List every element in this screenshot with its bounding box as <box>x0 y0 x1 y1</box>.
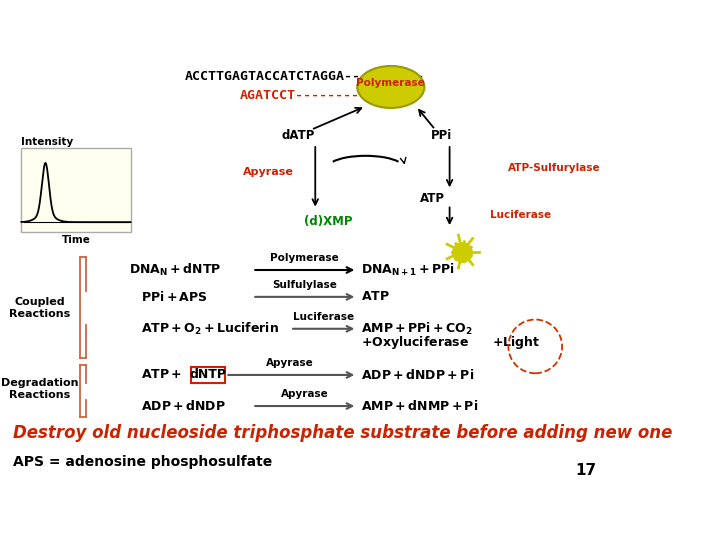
Text: (d)XMP: (d)XMP <box>304 215 352 228</box>
Text: Apyrase: Apyrase <box>281 389 328 399</box>
Text: $\mathbf{+ Light}$: $\mathbf{+ Light}$ <box>492 334 540 350</box>
Text: Apyrase: Apyrase <box>243 167 294 177</box>
Text: $\mathbf{DNA_N + dNTP}$: $\mathbf{DNA_N + dNTP}$ <box>129 262 221 278</box>
FancyBboxPatch shape <box>22 148 130 232</box>
Text: ATP-Sulfurylase: ATP-Sulfurylase <box>508 163 601 173</box>
Text: 17: 17 <box>575 463 597 478</box>
FancyBboxPatch shape <box>191 367 225 383</box>
Text: APS = adenosine phosphosulfate: APS = adenosine phosphosulfate <box>13 455 272 469</box>
Text: Luciferase: Luciferase <box>293 312 354 321</box>
Text: $\mathbf{AMP + PPi + CO_2}$: $\mathbf{AMP + PPi + CO_2}$ <box>361 321 473 337</box>
Ellipse shape <box>357 66 424 108</box>
Text: $\mathbf{+ Oxyluciferase}$: $\mathbf{+ Oxyluciferase}$ <box>361 334 469 350</box>
Text: $\mathbf{ATP + O_2 + Luciferin}$: $\mathbf{ATP + O_2 + Luciferin}$ <box>141 321 279 337</box>
Text: $\mathbf{AMP + dNMP + Pi}$: $\mathbf{AMP + dNMP + Pi}$ <box>361 399 479 413</box>
Text: Coupled
Reactions: Coupled Reactions <box>9 297 71 319</box>
Text: $\mathbf{ADP + dNDP}$: $\mathbf{ADP + dNDP}$ <box>141 399 226 413</box>
Text: dATP: dATP <box>282 129 315 142</box>
Text: $\mathbf{ATP}$: $\mathbf{ATP}$ <box>361 291 390 303</box>
Text: Luciferase: Luciferase <box>490 211 551 220</box>
Text: Time: Time <box>61 235 91 245</box>
Text: $\mathbf{DNA_{N+1} + PPi}$: $\mathbf{DNA_{N+1} + PPi}$ <box>361 262 455 278</box>
Text: Polymerase: Polymerase <box>270 253 338 263</box>
Text: AGATCCT----------: AGATCCT---------- <box>240 90 376 103</box>
Text: ATP: ATP <box>420 192 445 205</box>
Text: Degradation
Reactions: Degradation Reactions <box>1 379 78 400</box>
Text: Destroy old nucleoside triphosphate substrate before adding new one: Destroy old nucleoside triphosphate subs… <box>13 424 672 442</box>
Text: ACCTTGAGTACCATCTAGGA----------: ACCTTGAGTACCATCTAGGA---------- <box>185 70 425 83</box>
Text: $\mathbf{ADP + dNDP + Pi}$: $\mathbf{ADP + dNDP + Pi}$ <box>361 368 474 382</box>
Text: $\mathbf{PPi + APS}$: $\mathbf{PPi + APS}$ <box>141 290 208 304</box>
Text: Intensity: Intensity <box>22 137 73 146</box>
Text: PPi: PPi <box>431 129 452 142</box>
Text: Apyrase: Apyrase <box>266 357 314 368</box>
Text: dNTP: dNTP <box>189 368 226 381</box>
Text: Sulfulylase: Sulfulylase <box>272 280 337 289</box>
Text: $\mathbf{ATP +}$: $\mathbf{ATP +}$ <box>141 368 182 381</box>
Text: Polymerase: Polymerase <box>356 78 426 88</box>
